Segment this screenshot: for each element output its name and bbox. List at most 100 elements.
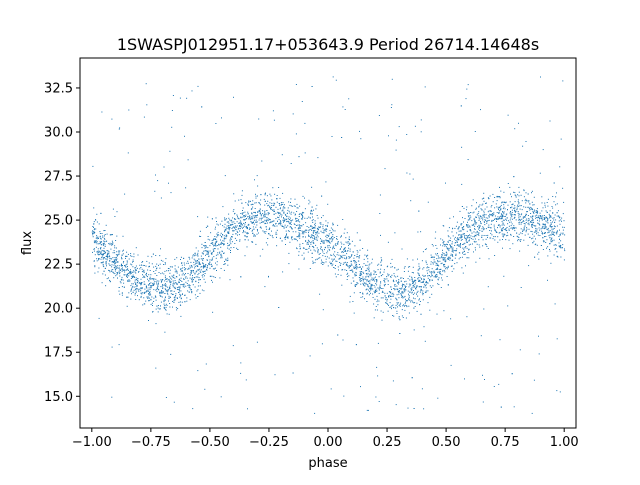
data-point [351, 264, 353, 266]
data-point [169, 266, 171, 268]
data-point [425, 248, 427, 250]
data-point [174, 258, 176, 260]
data-point [414, 277, 416, 278]
data-point [303, 258, 305, 260]
data-point [435, 231, 437, 233]
data-point [220, 257, 222, 259]
data-point [550, 241, 552, 243]
data-point [388, 304, 389, 306]
data-point [485, 244, 487, 246]
data-point [504, 234, 506, 236]
data-point [104, 238, 106, 240]
data-point [182, 293, 183, 295]
data-point [194, 272, 196, 274]
data-point [541, 196, 543, 198]
data-point [298, 236, 300, 238]
data-point [317, 250, 319, 252]
data-point [543, 218, 545, 220]
data-point [479, 218, 481, 220]
data-point [275, 212, 277, 214]
data-point [162, 292, 164, 294]
data-point [98, 252, 100, 254]
data-point [366, 293, 368, 295]
data-point [551, 237, 553, 239]
data-point [430, 257, 432, 258]
y-tick-label: 32.5 [44, 81, 73, 96]
data-point [111, 234, 112, 236]
data-point [507, 223, 509, 225]
data-point [480, 221, 481, 223]
data-point [203, 245, 205, 247]
data-point [159, 263, 161, 265]
data-point [262, 248, 264, 250]
data-point [233, 221, 235, 223]
data-point [157, 307, 159, 309]
data-point [499, 225, 501, 227]
data-point [408, 286, 410, 288]
data-point [171, 278, 173, 280]
data-point [490, 232, 492, 234]
data-point [474, 238, 476, 240]
data-point [447, 244, 448, 246]
data-point [119, 269, 121, 271]
data-point [287, 237, 289, 239]
data-point [513, 191, 515, 193]
data-point [404, 295, 406, 297]
data-point [102, 258, 104, 260]
data-point [395, 149, 397, 151]
data-point [262, 230, 264, 232]
data-point [251, 216, 253, 218]
data-point [191, 278, 193, 280]
data-point [539, 212, 541, 214]
data-point [151, 278, 153, 280]
data-point [368, 281, 369, 283]
data-point [273, 213, 275, 215]
data-point [116, 258, 118, 260]
data-point [362, 280, 364, 282]
data-point [422, 281, 424, 283]
data-point [299, 233, 301, 235]
data-point [102, 261, 104, 263]
data-point [179, 290, 181, 292]
data-point [312, 246, 314, 248]
data-point [417, 272, 419, 274]
data-point [408, 296, 410, 298]
data-point [442, 249, 443, 251]
data-point [480, 222, 482, 224]
data-point [547, 279, 548, 281]
data-point [343, 243, 345, 245]
data-point [424, 340, 426, 342]
data-point [172, 285, 174, 286]
data-point [260, 194, 262, 196]
data-point [233, 230, 235, 232]
data-point [363, 258, 365, 260]
data-point [291, 228, 293, 230]
data-point [306, 229, 308, 231]
data-point [197, 269, 199, 271]
data-point [140, 296, 142, 298]
data-point [215, 217, 217, 219]
data-point [252, 217, 254, 219]
data-point [418, 265, 420, 267]
x-tick-label: −0.50 [190, 435, 230, 450]
data-point [500, 209, 502, 211]
data-point [246, 236, 248, 238]
data-point [480, 223, 482, 225]
data-point [278, 307, 280, 308]
data-point [265, 222, 267, 224]
data-point [166, 304, 168, 306]
data-point [200, 271, 202, 273]
data-point [414, 280, 416, 282]
data-point [135, 269, 137, 271]
data-point [211, 218, 213, 220]
data-point [273, 204, 275, 206]
data-point [253, 235, 255, 237]
data-point [397, 268, 399, 270]
data-point [353, 292, 355, 294]
data-point [192, 271, 194, 273]
data-point [429, 271, 431, 273]
data-point [237, 215, 238, 217]
data-point [328, 240, 329, 242]
data-point [502, 236, 504, 238]
data-point [441, 277, 442, 279]
